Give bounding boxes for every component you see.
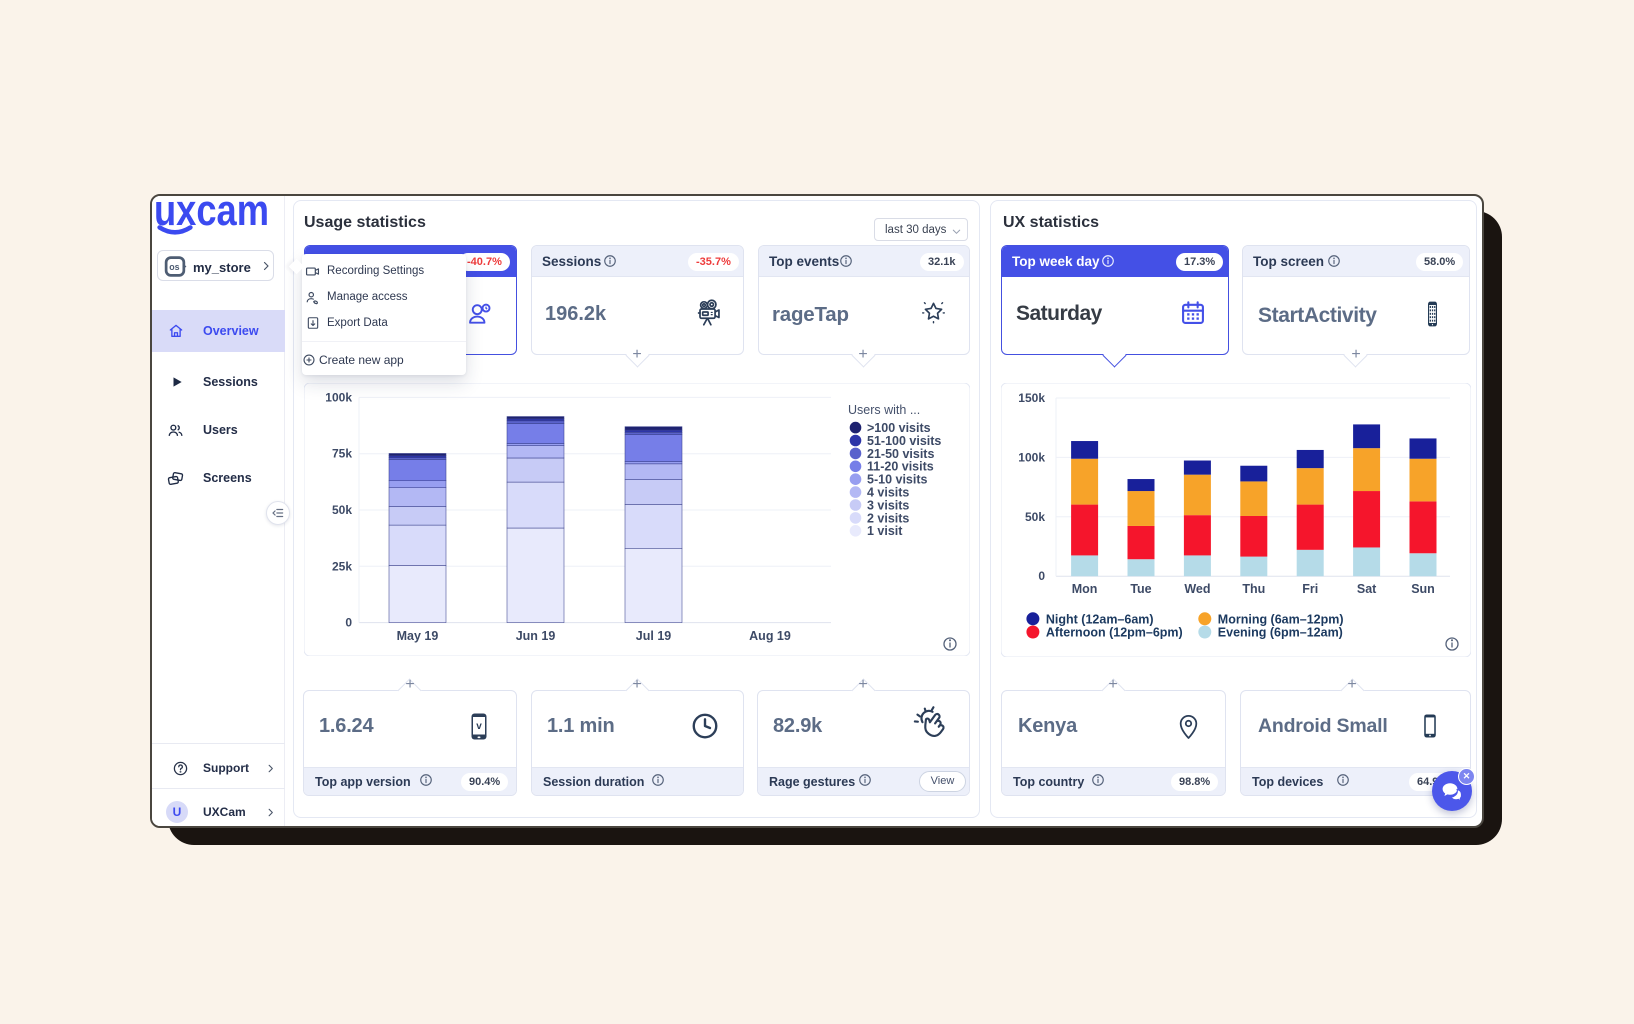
svg-text:0: 0 bbox=[345, 616, 352, 630]
svg-text:Night (12am–6am): Night (12am–6am) bbox=[1046, 612, 1154, 626]
svg-text:>100 visits: >100 visits bbox=[867, 421, 931, 435]
svg-text:2 visits: 2 visits bbox=[867, 511, 909, 525]
svg-text:Sun: Sun bbox=[1411, 582, 1435, 596]
svg-text:50k: 50k bbox=[332, 503, 352, 517]
svg-text:25k: 25k bbox=[332, 559, 352, 573]
svg-text:75k: 75k bbox=[332, 447, 352, 461]
svg-text:Wed: Wed bbox=[1184, 582, 1210, 596]
svg-text:Fri: Fri bbox=[1302, 582, 1318, 596]
svg-text:3 visits: 3 visits bbox=[867, 498, 909, 512]
svg-text:Mon: Mon bbox=[1072, 582, 1098, 596]
svg-text:150k: 150k bbox=[1018, 391, 1045, 405]
svg-text:Morning (6am–12pm): Morning (6am–12pm) bbox=[1218, 612, 1344, 626]
svg-text:uxcam: uxcam bbox=[154, 196, 269, 235]
svg-text:Evening (6pm–12am): Evening (6pm–12am) bbox=[1218, 626, 1343, 640]
svg-text:v: v bbox=[476, 721, 482, 732]
svg-text:Sat: Sat bbox=[1357, 582, 1377, 596]
svg-text:100k: 100k bbox=[1018, 450, 1045, 464]
svg-text:Jul 19: Jul 19 bbox=[636, 629, 671, 643]
svg-text:100k: 100k bbox=[325, 390, 352, 404]
svg-text:Tue: Tue bbox=[1130, 582, 1151, 596]
svg-text:Afternoon (12pm–6pm): Afternoon (12pm–6pm) bbox=[1046, 626, 1183, 640]
svg-text:Users with ...: Users with ... bbox=[848, 403, 920, 417]
svg-text:Aug 19: Aug 19 bbox=[749, 629, 791, 643]
svg-text:51-100 visits: 51-100 visits bbox=[867, 434, 941, 448]
svg-text:11-20 visits: 11-20 visits bbox=[867, 460, 934, 474]
svg-text:1 visit: 1 visit bbox=[867, 524, 903, 538]
svg-text:May 19: May 19 bbox=[397, 629, 439, 643]
svg-text:5-10 visits: 5-10 visits bbox=[867, 473, 928, 487]
svg-text:Thu: Thu bbox=[1242, 582, 1265, 596]
svg-text:50k: 50k bbox=[1025, 510, 1045, 524]
svg-text:4 visits: 4 visits bbox=[867, 486, 909, 500]
svg-text:os: os bbox=[169, 262, 179, 272]
svg-text:0: 0 bbox=[1038, 569, 1045, 583]
svg-text:Jun 19: Jun 19 bbox=[516, 629, 556, 643]
svg-text:21-50 visits: 21-50 visits bbox=[867, 447, 934, 461]
